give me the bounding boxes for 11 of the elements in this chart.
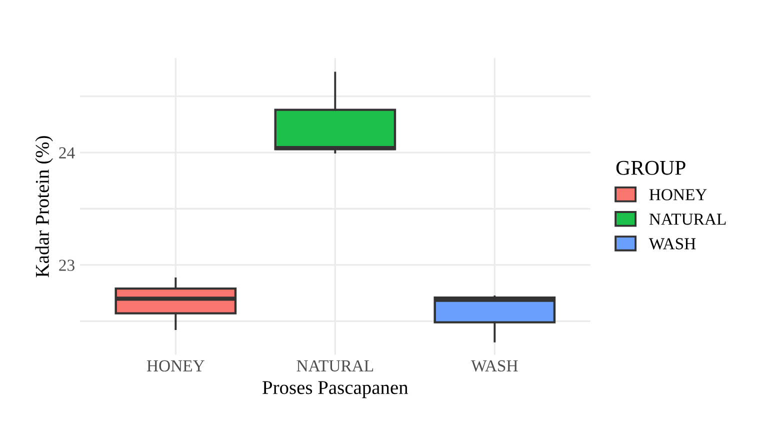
- x-axis-title: Proses Pascapanen: [262, 381, 408, 398]
- x-tick-label: HONEY: [146, 360, 204, 372]
- legend-label: HONEY: [649, 189, 707, 200]
- legend-label: WASH: [648, 238, 696, 250]
- x-tick-label: NATURAL: [296, 360, 374, 372]
- y-axis-title: Kadar Protein (%): [35, 136, 53, 278]
- legend-title: GROUP: [616, 160, 686, 175]
- x-tick-label: WASH: [471, 360, 518, 372]
- y-tick-label: 24: [59, 147, 75, 158]
- y-tick-label: 23: [59, 260, 74, 271]
- legend-label: NATURAL: [649, 214, 726, 225]
